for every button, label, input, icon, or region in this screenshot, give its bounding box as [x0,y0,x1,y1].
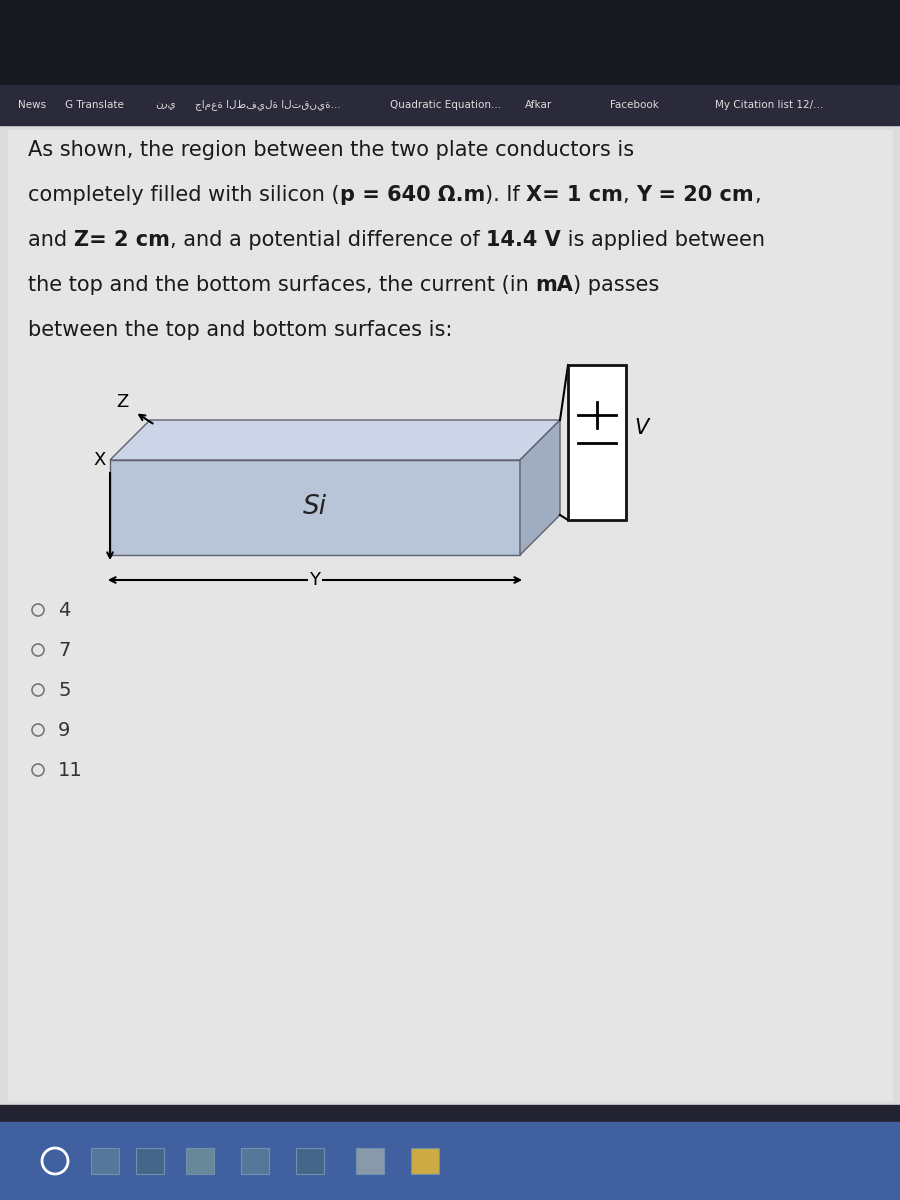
Text: and: and [28,230,74,250]
Text: My Citation list 12/...: My Citation list 12/... [715,100,824,110]
Bar [91,1148,119,1174]
Bar [0,1122,900,1200]
Text: 11: 11 [58,761,83,780]
Bar [0,125,900,1105]
Text: completely filled with silicon (: completely filled with silicon ( [28,185,339,205]
Bar [0,125,900,1105]
Text: ,: , [754,185,760,205]
Text: Z: Z [116,392,128,410]
Text: Si: Si [303,494,327,521]
Text: ) passes: ) passes [573,275,660,295]
Polygon shape [520,420,560,554]
Text: , and a potential difference of: , and a potential difference of [169,230,486,250]
Text: mA: mA [536,275,573,295]
Text: 9: 9 [58,720,70,739]
Bar [0,85,900,125]
Text: 4: 4 [58,600,70,619]
Text: ). If: ). If [485,185,526,205]
Bar [356,1148,384,1174]
Text: between the top and bottom surfaces is:: between the top and bottom surfaces is: [28,320,453,340]
Text: As shown, the region between the two plate conductors is: As shown, the region between the two pla… [28,140,634,160]
Text: 5: 5 [58,680,70,700]
Bar [296,1148,324,1174]
Bar [0,1105,900,1122]
Text: p = 640 Ω.m: p = 640 Ω.m [339,185,485,205]
Bar [186,1148,214,1174]
Polygon shape [110,460,520,554]
Text: 14.4 V: 14.4 V [486,230,561,250]
Bar [411,1148,439,1174]
Bar [0,0,900,85]
Text: G Translate: G Translate [65,100,124,110]
Text: جامعة الطفيلة التقنية...: جامعة الطفيلة التقنية... [195,100,341,110]
Text: ,: , [623,185,636,205]
Text: Z= 2 cm: Z= 2 cm [74,230,169,250]
Text: Quadratic Equation...: Quadratic Equation... [390,100,501,110]
Bar [8,130,892,1100]
Text: نري: نري [155,100,176,110]
Text: Y = 20 cm: Y = 20 cm [636,185,754,205]
Text: V: V [634,418,648,438]
Text: is applied between: is applied between [561,230,765,250]
Text: X: X [94,451,106,469]
Polygon shape [110,420,560,460]
Text: the top and the bottom surfaces, the current (in: the top and the bottom surfaces, the cur… [28,275,536,295]
Bar [568,365,626,520]
Text: Facebook: Facebook [610,100,659,110]
Text: News: News [18,100,46,110]
Text: Y: Y [310,571,320,589]
Text: 7: 7 [58,641,70,660]
Bar [136,1148,164,1174]
Bar [241,1148,269,1174]
Text: Afkar: Afkar [525,100,553,110]
Text: X= 1 cm: X= 1 cm [526,185,623,205]
